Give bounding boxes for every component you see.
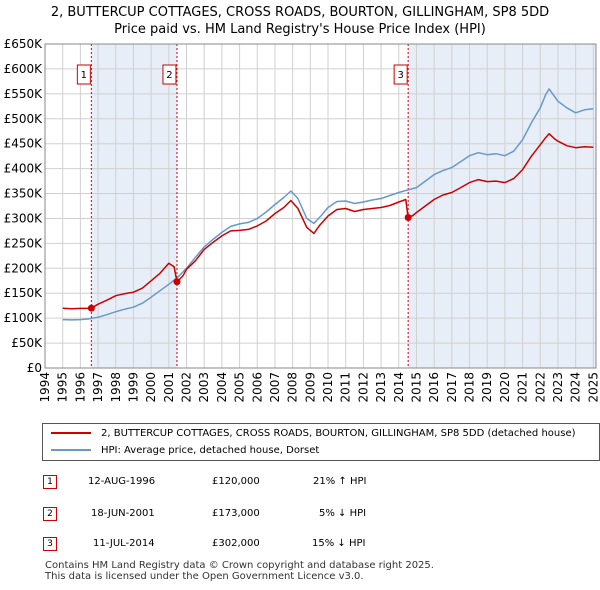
x-tick-label: 2012 <box>356 372 370 403</box>
x-tick-label: 2003 <box>197 372 211 403</box>
legend-label-hpi: HPI: Average price, detached house, Dors… <box>101 445 320 456</box>
footer: Contains HM Land Registry data © Crown c… <box>45 560 434 582</box>
transaction-row: 1 12-AUG-1996 £120,000 21% ↑ HPI <box>0 473 600 491</box>
y-tick-label: £300K <box>4 211 44 225</box>
x-tick-label: 2022 <box>533 372 547 403</box>
transaction-number-badge: 1 <box>43 475 57 489</box>
x-tick-label: 2004 <box>215 372 229 403</box>
x-tick-label: 2021 <box>516 372 530 403</box>
x-tick-label: 1999 <box>126 372 140 403</box>
legend-swatch-hpi <box>51 449 91 451</box>
sale-number-label: 3 <box>397 70 403 81</box>
footer-copyright: Contains HM Land Registry data © Crown c… <box>45 560 434 571</box>
x-tick-label: 1998 <box>109 372 123 403</box>
y-tick-label: £100K <box>4 311 44 325</box>
transaction-number-badge: 2 <box>43 507 57 521</box>
x-tick-label: 2015 <box>409 372 423 403</box>
y-tick-label: £0 <box>27 361 42 375</box>
sale-point <box>87 304 95 312</box>
y-tick-label: £250K <box>4 236 44 250</box>
x-tick-label: 2002 <box>180 372 194 403</box>
transaction-date: 12-AUG-1996 <box>88 476 156 487</box>
x-tick-label: 2023 <box>551 372 565 403</box>
x-tick-label: 2014 <box>392 372 406 403</box>
x-tick-label: 2013 <box>374 372 388 403</box>
x-tick-label: 1995 <box>56 372 70 403</box>
y-tick-label: £450K <box>4 137 44 151</box>
chart-title: 2, BUTTERCUP COTTAGES, CROSS ROADS, BOUR… <box>50 5 550 20</box>
legend-item-price-paid: 2, BUTTERCUP COTTAGES, CROSS ROADS, BOUR… <box>51 426 576 442</box>
shaded-period <box>91 44 177 368</box>
x-tick-label: 2008 <box>286 372 300 403</box>
transaction-price: £120,000 <box>212 476 260 487</box>
hpi-series-line <box>62 88 594 321</box>
price-chart: £0 £50K £100K £150K £200K £250K £300K £350K £400… <box>4 37 600 403</box>
x-tick-label: 1997 <box>91 372 105 403</box>
x-tick-label: 1994 <box>38 372 52 403</box>
transaction-price: £173,000 <box>212 508 260 519</box>
y-tick-label: £550K <box>4 87 44 101</box>
x-tick-label: 2000 <box>144 372 158 403</box>
x-tick-label: 2001 <box>162 372 176 403</box>
y-tick-label: £150K <box>4 286 44 300</box>
x-tick-label: 2017 <box>445 372 459 403</box>
plot-frame <box>44 43 597 369</box>
x-tick-label: 2011 <box>339 372 353 403</box>
shaded-period <box>408 44 596 368</box>
x-tick-label: 2007 <box>268 372 282 403</box>
transaction-row: 2 18-JUN-2001 £173,000 5% ↓ HPI <box>0 505 600 523</box>
x-tick-label: 2016 <box>427 372 441 403</box>
x-tick-label: 2010 <box>321 372 335 403</box>
sale-number-box <box>393 64 408 85</box>
sale-number-label: 1 <box>81 70 87 81</box>
transaction-row: 3 11-JUL-2014 £302,000 15% ↓ HPI <box>0 535 600 553</box>
y-tick-label: £500K <box>4 112 44 126</box>
x-tick-label: 2018 <box>463 372 477 403</box>
x-tick-label: 2024 <box>569 372 583 403</box>
transaction-date: 18-JUN-2001 <box>91 508 155 519</box>
y-tick-label: £600K <box>4 62 44 76</box>
x-tick-label: 2025 <box>586 372 600 403</box>
y-tick-label: £650K <box>4 37 44 51</box>
price-paid-series-line <box>62 132 594 310</box>
x-tick-label: 2006 <box>250 372 264 403</box>
chart-subtitle: Price paid vs. HM Land Registry's House … <box>114 22 486 37</box>
transaction-hpi-diff: 15% ↓ HPI <box>312 538 366 549</box>
legend: 2, BUTTERCUP COTTAGES, CROSS ROADS, BOUR… <box>42 423 600 461</box>
x-tick-label: 2019 <box>480 372 494 403</box>
legend-label-price-paid: 2, BUTTERCUP COTTAGES, CROSS ROADS, BOUR… <box>101 428 576 439</box>
y-tick-label: £400K <box>4 162 44 176</box>
sale-number-box <box>162 64 177 85</box>
y-tick-label: £350K <box>4 187 44 201</box>
sale-number-box <box>76 64 91 85</box>
legend-item-hpi: HPI: Average price, detached house, Dors… <box>51 443 319 459</box>
x-tick-label: 2020 <box>498 372 512 403</box>
transaction-hpi-diff: 21% ↑ HPI <box>313 476 367 487</box>
transaction-date: 11-JUL-2014 <box>93 538 155 549</box>
legend-swatch-price-paid <box>51 432 91 434</box>
transaction-hpi-diff: 5% ↓ HPI <box>319 508 367 519</box>
y-tick-label: £50K <box>11 336 43 350</box>
sale-point <box>404 213 412 221</box>
x-tick-label: 2009 <box>303 372 317 403</box>
y-tick-label: £200K <box>4 261 44 275</box>
x-tick-label: 1996 <box>73 372 87 403</box>
transaction-number-badge: 3 <box>43 537 57 551</box>
x-tick-label: 2005 <box>233 372 247 403</box>
sale-point <box>173 278 181 286</box>
transaction-price: £302,000 <box>212 538 260 549</box>
sale-number-label: 2 <box>166 70 172 81</box>
footer-licence: This data is licensed under the Open Gov… <box>45 571 364 582</box>
